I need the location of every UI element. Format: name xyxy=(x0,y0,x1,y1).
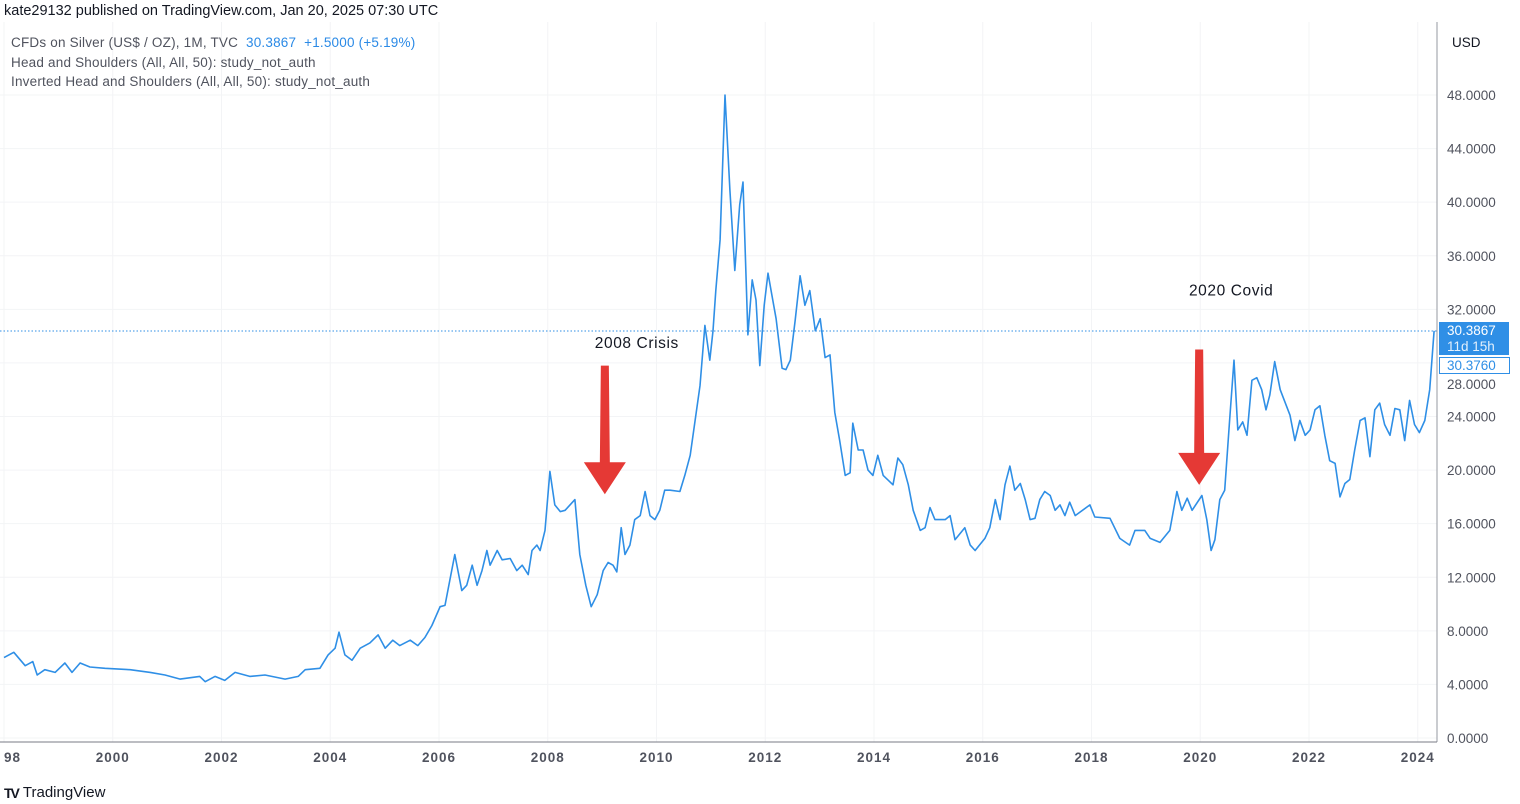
x-tick-label: 2002 xyxy=(204,750,238,765)
last-price: 30.3867 xyxy=(246,35,297,50)
last-price-value: 30.3867 xyxy=(1447,323,1496,338)
study-head-and-shoulders[interactable]: Head and Shoulders (All, All, 50): study… xyxy=(11,54,316,70)
last-price-label: 30.3867 11d 15h 30.3760 xyxy=(1439,322,1510,374)
last-price-badge xyxy=(1439,322,1509,355)
x-tick-label: 98 xyxy=(4,750,21,765)
price-change: +1.5000 (+5.19%) xyxy=(304,35,416,50)
x-tick-label: 2000 xyxy=(96,750,130,765)
y-tick-label: 24.0000 xyxy=(1447,410,1496,425)
x-axis[interactable]: 98 2000 2002 2004 2006 2008 2010 2012 2014 2016 20… xyxy=(4,750,1435,765)
grid xyxy=(0,22,1437,742)
x-tick-label: 2024 xyxy=(1401,750,1435,765)
x-tick-label: 2014 xyxy=(857,750,891,765)
y-tick-label: 44.0000 xyxy=(1447,142,1496,157)
symbol-description: CFDs on Silver (US$ / OZ), 1M, TVC xyxy=(11,35,239,50)
brand-name: TradingView xyxy=(22,784,106,801)
y-tick-label: 28.0000 xyxy=(1447,377,1496,392)
y-tick-label: 48.0000 xyxy=(1447,88,1496,103)
publish-info: kate29132 published on TradingView.com, … xyxy=(4,3,439,19)
study-inverted-head-and-shoulders[interactable]: Inverted Head and Shoulders (All, All, 5… xyxy=(11,74,371,89)
y-tick-label: 36.0000 xyxy=(1447,249,1496,264)
x-tick-label: 2022 xyxy=(1292,750,1326,765)
chart-legend: CFDs on Silver (US$ / OZ), 1M, TVC 30.38… xyxy=(11,33,415,92)
y-tick-label: 0.0000 xyxy=(1447,731,1488,746)
x-tick-label: 2020 xyxy=(1183,750,1217,765)
annotation-label: 2020 Covid xyxy=(1189,283,1273,300)
y-tick-label: 8.0000 xyxy=(1447,624,1488,639)
tradingview-logo[interactable]: TV TradingView xyxy=(4,784,105,801)
y-tick-label: 12.0000 xyxy=(1447,570,1496,585)
prev-price-value: 30.3760 xyxy=(1447,358,1496,373)
x-tick-label: 2010 xyxy=(639,750,673,765)
legend-symbol-row[interactable]: CFDs on Silver (US$ / OZ), 1M, TVC 30.38… xyxy=(11,33,415,53)
annotations: 2008 Crisis 2020 Covid xyxy=(583,283,1273,495)
bar-countdown: 11d 15h xyxy=(1447,339,1495,354)
tradingview-logo-icon: TV xyxy=(4,784,20,801)
x-tick-label: 2018 xyxy=(1074,750,1108,765)
red-down-arrow-icon xyxy=(583,365,626,495)
y-tick-label: 16.0000 xyxy=(1447,517,1496,532)
x-tick-label: 2012 xyxy=(748,750,782,765)
currency-label[interactable]: USD xyxy=(1452,35,1481,50)
x-tick-label: 2008 xyxy=(531,750,565,765)
annotation-label: 2008 Crisis xyxy=(595,335,679,352)
y-tick-label: 40.0000 xyxy=(1447,195,1496,210)
y-tick-label: 32.0000 xyxy=(1447,302,1496,317)
x-tick-label: 2006 xyxy=(422,750,456,765)
y-axis[interactable]: 0.0000 4.0000 8.0000 12.0000 16.0000 20.0000 2… xyxy=(1447,88,1496,746)
series-line-silver xyxy=(3,94,1435,683)
prev-price-badge xyxy=(1439,357,1510,374)
x-tick-label: 2004 xyxy=(313,750,347,765)
red-down-arrow-icon xyxy=(1178,349,1221,485)
y-tick-label: 20.0000 xyxy=(1447,463,1496,478)
x-tick-label: 2016 xyxy=(966,750,1000,765)
y-tick-label: 4.0000 xyxy=(1447,677,1488,692)
